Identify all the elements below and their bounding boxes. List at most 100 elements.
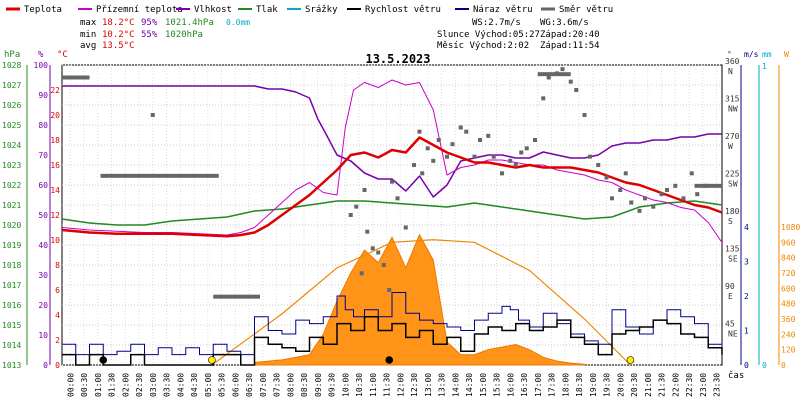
wind-direction-point: [445, 154, 449, 159]
wind-direction-point: [472, 154, 477, 159]
x-tick-label: 20:30: [630, 373, 639, 397]
wind-direction-point: [491, 154, 496, 159]
legend-teplota: Teplota: [24, 5, 62, 15]
wind-direction-point: [500, 171, 504, 176]
tick-label-pressure: 1016: [2, 301, 21, 310]
axis-unit-w: W: [784, 50, 789, 59]
wind-direction-point: [695, 192, 700, 197]
tick-label-solar: 240: [781, 330, 796, 339]
stats-sun-set: Západ:20:40: [540, 30, 600, 40]
wind-direction-point: [354, 204, 359, 209]
tick-label-humidity: 90: [38, 91, 48, 100]
wind-direction-point: [604, 175, 609, 180]
wind-direction-point: [458, 125, 463, 130]
x-tick-label: 07:30: [273, 373, 282, 397]
solar-max-curve: [211, 239, 631, 366]
wind-direction-point: [365, 229, 370, 234]
x-tick-label: 10:30: [355, 373, 364, 397]
wind-direction-bar: [213, 294, 260, 299]
tick-label-temperature: 16: [50, 161, 60, 170]
wind-direction-point: [420, 171, 425, 176]
x-tick-label: 00:00: [66, 373, 75, 397]
x-tick-label: 08:30: [300, 373, 309, 397]
axes-layer: 1013101410151016101710181019102010211022…: [2, 57, 800, 397]
x-tick-label: 23:30: [713, 373, 722, 397]
axis-unit-hpa: hPa: [4, 50, 20, 60]
legend-rychlost-vetru: Rychlost větru: [365, 5, 441, 15]
x-tick-label: 17:00: [534, 373, 543, 397]
x-tick-label: 21:00: [644, 373, 653, 397]
tick-label-temperature: 18: [50, 136, 60, 145]
tick-label-solar: 600: [781, 284, 796, 293]
tick-label-solar: 0: [781, 361, 786, 370]
stats-max-rain: 0.0mm: [226, 18, 250, 27]
x-tick-label: 16:30: [520, 373, 529, 397]
x-tick-label: 03:00: [149, 373, 158, 397]
wind-direction-point: [362, 188, 367, 192]
stats-avg-temp: 13.5°C: [102, 41, 135, 51]
axis-unit-mm: mm: [762, 50, 772, 59]
x-tick-label: 14:00: [451, 373, 460, 397]
wind-direction-point: [582, 113, 587, 117]
wind-direction-point: [417, 129, 422, 134]
tick-label-wind: 2: [744, 292, 749, 301]
tick-label-direction-degree: 45: [725, 320, 735, 329]
x-tick-label: 11:30: [383, 373, 392, 397]
wind-direction-point: [348, 213, 353, 217]
tick-label-pressure: 1018: [2, 261, 21, 270]
wind-direction-point: [370, 246, 375, 251]
tick-label-solar: 480: [781, 300, 796, 309]
lines-layer: [61, 79, 723, 243]
x-tick-label: 23:00: [699, 373, 708, 397]
legend-vlhkost: Vlhkost: [194, 5, 232, 15]
wind-direction-bar: [694, 183, 722, 188]
x-tick-label: 12:00: [396, 373, 405, 397]
x-tick-label: 10:00: [341, 373, 350, 397]
x-tick-label: 15:00: [479, 373, 488, 397]
tick-label-temperature: 20: [50, 111, 60, 120]
legend-prizemni-teplota: Přízemní teplota: [96, 5, 183, 15]
tick-label-pressure: 1026: [2, 101, 21, 110]
wind-direction-point: [403, 225, 408, 230]
wind-direction-point: [464, 129, 469, 134]
stats-moon: Měsíc Východ:2:02: [437, 41, 529, 51]
wind-direction-point: [618, 188, 623, 192]
x-tick-label: 00:30: [80, 373, 89, 397]
tick-label-direction-degree: 180: [725, 207, 740, 216]
tick-label-pressure: 1022: [2, 181, 21, 190]
wind-direction-point: [436, 138, 441, 142]
stats-ws: WS:2.7m/s: [472, 18, 521, 28]
tick-label-temperature: 10: [50, 236, 60, 245]
stats-min-label: min: [80, 30, 96, 40]
wind-direction-point: [513, 163, 518, 167]
stats-min-hum: 55%: [141, 30, 158, 40]
tick-label-temperature: 6: [55, 286, 60, 295]
tick-label-solar: 360: [781, 315, 796, 324]
tick-label-temperature: 12: [50, 211, 60, 220]
x-tick-label: 13:30: [438, 373, 447, 397]
wind-direction-point: [519, 150, 524, 155]
tick-label-humidity: 60: [38, 181, 48, 190]
tick-label-humidity: 40: [38, 241, 48, 250]
x-axis-label: čas: [728, 370, 744, 381]
tick-label-pressure: 1013: [2, 361, 21, 370]
wind-direction-point: [629, 200, 634, 205]
tick-label-solar: 720: [781, 269, 796, 278]
tick-label-temperature: 22: [50, 86, 60, 95]
stats-max-hum: 95%: [141, 18, 158, 28]
wind-direction-point: [412, 163, 416, 167]
wind-direction-point: [524, 146, 529, 151]
tick-label-direction-compass: SE: [728, 255, 738, 264]
tick-label-temperature: 0: [55, 361, 60, 370]
sun-moon-marker: [208, 356, 216, 364]
tick-label-pressure: 1021: [2, 201, 21, 210]
x-tick-label: 03:30: [163, 373, 172, 397]
wind-gust-line: [62, 292, 723, 356]
wind-direction-point: [381, 263, 386, 267]
tick-label-pressure: 1015: [2, 321, 21, 330]
x-tick-label: 18:30: [575, 373, 584, 397]
humidity-line: [62, 85, 722, 198]
wind-direction-point: [150, 113, 155, 117]
sun-moon-marker: [99, 356, 108, 364]
wind-direction-bar: [537, 72, 571, 77]
